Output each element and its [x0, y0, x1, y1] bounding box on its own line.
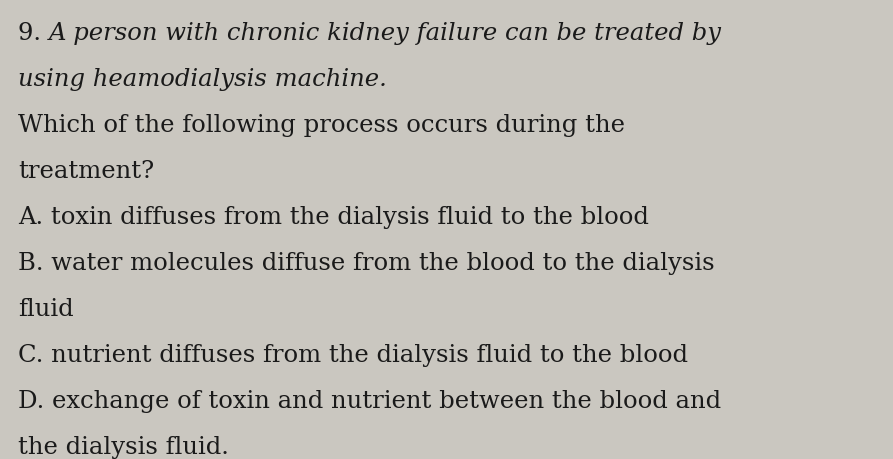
- Text: using heamodialysis machine.: using heamodialysis machine.: [18, 68, 387, 91]
- Text: Which of the following process occurs during the: Which of the following process occurs du…: [18, 114, 625, 137]
- Text: A. toxin diffuses from the dialysis fluid to the blood: A. toxin diffuses from the dialysis flui…: [18, 206, 649, 229]
- Text: D. exchange of toxin and nutrient between the blood and: D. exchange of toxin and nutrient betwee…: [18, 389, 722, 412]
- Text: C. nutrient diffuses from the dialysis fluid to the blood: C. nutrient diffuses from the dialysis f…: [18, 343, 688, 366]
- Text: fluid: fluid: [18, 297, 73, 320]
- Text: 9.: 9.: [18, 22, 49, 45]
- Text: B. water molecules diffuse from the blood to the dialysis: B. water molecules diffuse from the bloo…: [18, 252, 714, 274]
- Text: the dialysis fluid.: the dialysis fluid.: [18, 435, 229, 458]
- Text: A person with chronic kidney failure can be treated by: A person with chronic kidney failure can…: [49, 22, 722, 45]
- Text: treatment?: treatment?: [18, 160, 154, 183]
